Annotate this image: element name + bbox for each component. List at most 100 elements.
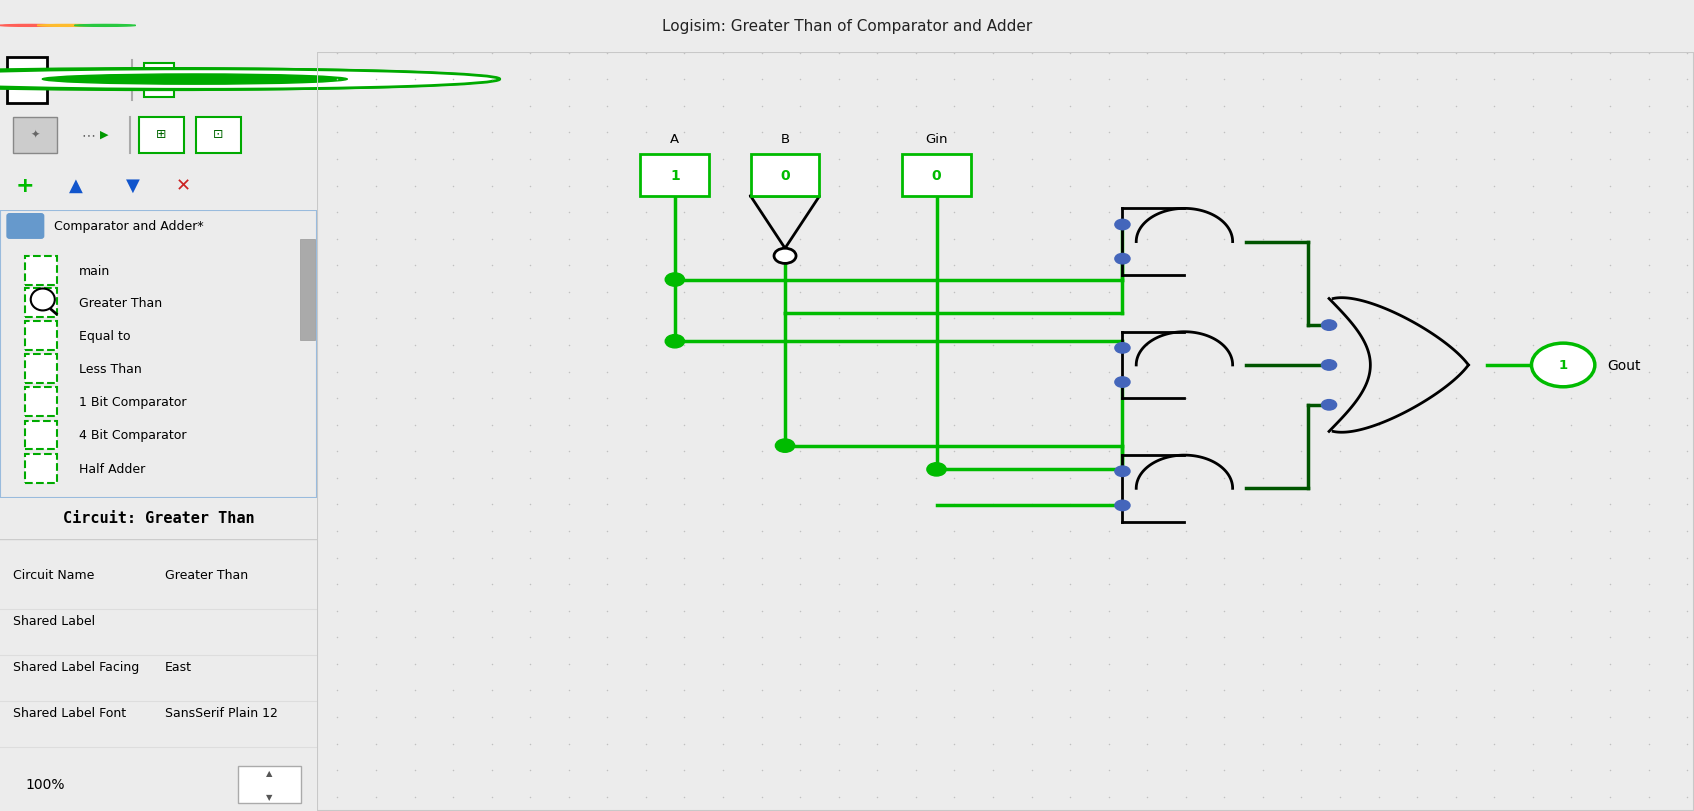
Point (556, 418, 583, 431)
Point (864, 127, 891, 139)
Point (1481, 393, 1508, 406)
Point (1404, 498, 1431, 511)
Point (671, 180, 698, 193)
Point (864, 393, 891, 406)
Point (324, 101, 351, 114)
Point (1404, 658, 1431, 671)
Point (903, 790, 930, 803)
Point (903, 127, 930, 139)
Point (478, 604, 505, 617)
Point (979, 604, 1006, 617)
Point (632, 74, 659, 87)
Point (979, 312, 1006, 325)
Point (1326, 180, 1354, 193)
Point (1442, 658, 1469, 671)
Point (825, 47, 852, 60)
Point (1018, 684, 1045, 697)
Point (1250, 393, 1277, 406)
Point (710, 551, 737, 564)
Point (710, 498, 737, 511)
Point (1172, 418, 1199, 431)
Point (324, 74, 351, 87)
Point (1018, 418, 1045, 431)
Point (1250, 764, 1277, 777)
Point (710, 418, 737, 431)
Point (1520, 684, 1547, 697)
Text: ↖: ↖ (64, 71, 78, 89)
Point (903, 525, 930, 538)
Point (1404, 710, 1431, 723)
Point (710, 393, 737, 406)
Point (903, 658, 930, 671)
Point (1287, 525, 1315, 538)
Point (864, 737, 891, 750)
Point (1520, 551, 1547, 564)
Point (979, 551, 1006, 564)
Point (1094, 498, 1121, 511)
FancyBboxPatch shape (25, 257, 58, 285)
Point (940, 366, 967, 379)
Point (786, 286, 813, 299)
Point (1365, 180, 1392, 193)
Point (1018, 604, 1045, 617)
Point (1326, 684, 1354, 697)
Point (595, 393, 622, 406)
Point (1596, 233, 1623, 246)
Point (1558, 47, 1586, 60)
Point (1558, 764, 1586, 777)
Point (1674, 631, 1694, 644)
Point (1596, 631, 1623, 644)
Point (825, 525, 852, 538)
Point (1481, 578, 1508, 591)
Point (1404, 127, 1431, 139)
Point (632, 180, 659, 193)
Point (1442, 153, 1469, 166)
Point (940, 551, 967, 564)
Point (1018, 74, 1045, 87)
Point (1172, 631, 1199, 644)
Text: Circuit Name: Circuit Name (12, 568, 95, 581)
FancyBboxPatch shape (7, 214, 44, 240)
Point (671, 658, 698, 671)
Text: ☞: ☞ (20, 71, 34, 89)
Point (1057, 101, 1084, 114)
Point (1674, 472, 1694, 485)
Circle shape (1321, 320, 1337, 331)
Point (363, 101, 390, 114)
Point (1133, 207, 1160, 220)
FancyBboxPatch shape (640, 155, 710, 197)
Point (401, 525, 429, 538)
Point (1520, 737, 1547, 750)
Point (1057, 286, 1084, 299)
Point (1287, 684, 1315, 697)
Point (1211, 472, 1238, 485)
Point (786, 525, 813, 538)
Text: Half Adder: Half Adder (80, 462, 146, 475)
Point (595, 551, 622, 564)
Point (1133, 604, 1160, 617)
Circle shape (0, 25, 61, 28)
Point (595, 472, 622, 485)
FancyBboxPatch shape (25, 454, 58, 483)
Point (940, 764, 967, 777)
Point (825, 551, 852, 564)
Point (632, 418, 659, 431)
Point (903, 260, 930, 272)
Point (710, 180, 737, 193)
Point (324, 604, 351, 617)
Point (1404, 684, 1431, 697)
Point (1018, 525, 1045, 538)
Point (1287, 312, 1315, 325)
Point (1287, 260, 1315, 272)
Point (1558, 737, 1586, 750)
Point (940, 445, 967, 458)
Point (940, 498, 967, 511)
Point (1094, 101, 1121, 114)
Point (401, 260, 429, 272)
Point (556, 286, 583, 299)
Point (1558, 445, 1586, 458)
Point (940, 153, 967, 166)
Point (1520, 631, 1547, 644)
Point (1596, 525, 1623, 538)
Point (749, 418, 776, 431)
